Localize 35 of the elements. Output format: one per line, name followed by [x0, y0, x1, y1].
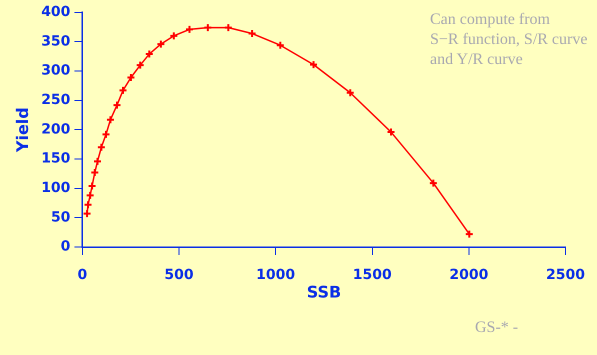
y-tick-label: 350 [41, 33, 71, 50]
point [156, 40, 166, 49]
point [224, 23, 233, 32]
point [102, 130, 110, 139]
y-tick-label: 300 [41, 62, 71, 79]
x-tick-label: 1500 [352, 267, 392, 284]
point [136, 60, 145, 70]
text: GS-* - [475, 318, 518, 338]
x-tick-label: 2000 [449, 267, 489, 284]
x-axis-title: SSB [306, 282, 342, 302]
point [428, 178, 438, 188]
y-tick-label: 100 [41, 180, 71, 196]
point [276, 40, 285, 50]
x-tick-label: 2500 [546, 267, 586, 284]
y-tick-label: 150 [41, 150, 71, 167]
point [96, 142, 106, 152]
point [126, 73, 136, 82]
x-tick-label: 500 [164, 267, 194, 284]
point [84, 200, 93, 210]
point [169, 31, 178, 40]
y-tick-label: 400 [41, 4, 71, 20]
point [184, 24, 194, 34]
point [86, 190, 95, 200]
y-tick-label: 0 [60, 238, 71, 255]
point [346, 88, 355, 98]
y-tick-label: 200 [41, 121, 71, 138]
x-tick-label: 1000 [256, 267, 296, 284]
annotation: Can compute from S−R function, S/R curve and Y/R curve [430, 10, 588, 70]
y-axis-title: Yield [12, 107, 32, 154]
point [203, 23, 212, 32]
point [309, 60, 318, 70]
x-tick-label: 0 [78, 267, 88, 284]
y-tick-label: 250 [41, 92, 71, 108]
point [106, 115, 115, 124]
y-tick-label: 50 [50, 209, 71, 226]
